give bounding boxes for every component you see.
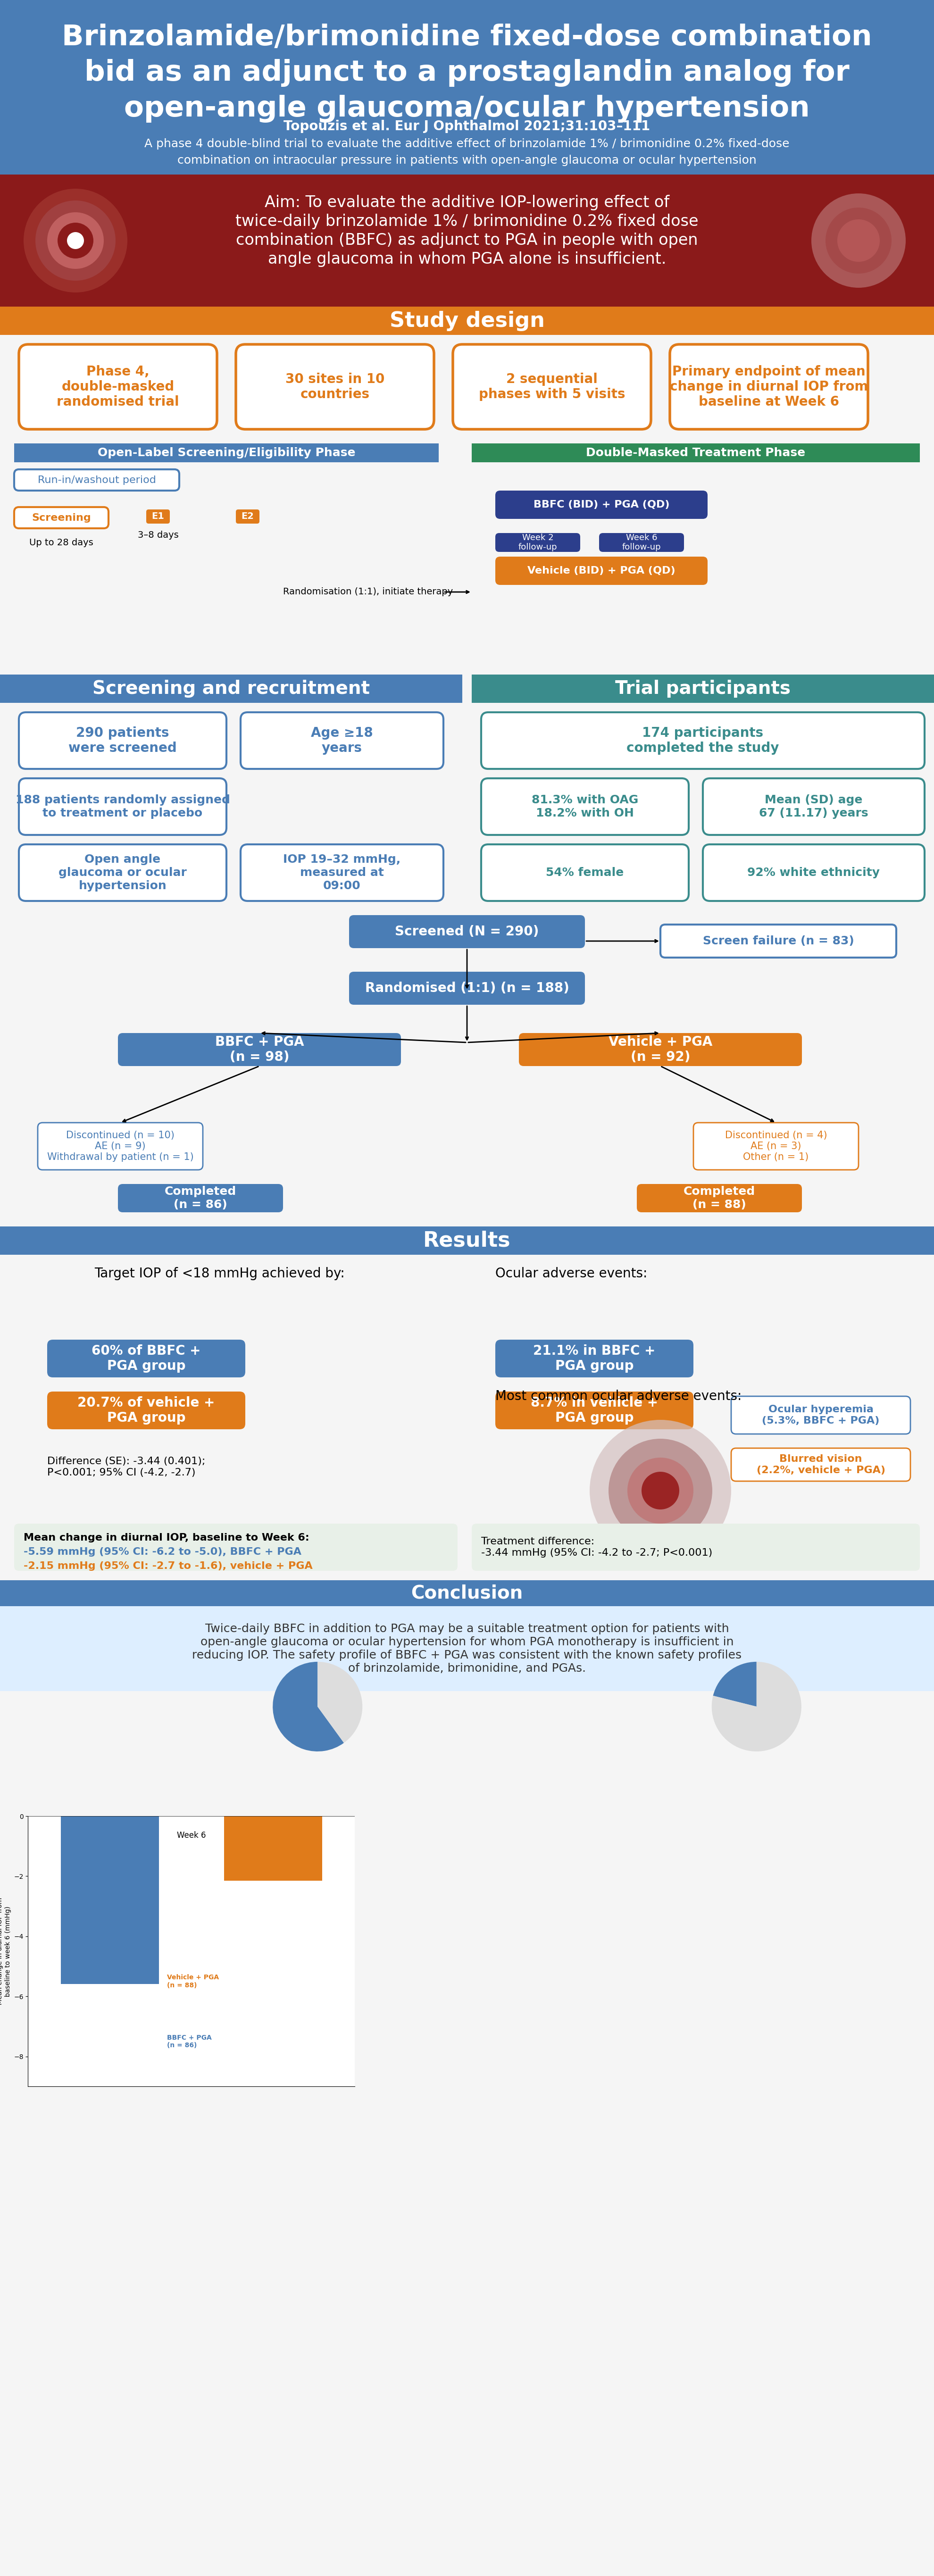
Text: Week 2
follow-up: Week 2 follow-up	[518, 533, 558, 551]
Text: Up to 28 days: Up to 28 days	[29, 538, 93, 546]
Text: E2: E2	[241, 513, 254, 520]
Text: Treatment difference:
-3.44 mmHg (95% CI: -4.2 to -2.7; P<0.001): Treatment difference: -3.44 mmHg (95% CI…	[481, 1538, 713, 1558]
FancyBboxPatch shape	[703, 778, 925, 835]
FancyBboxPatch shape	[349, 914, 585, 948]
Y-axis label: Mean change in diurnal IOP from
baseline to week 6 (mmHg): Mean change in diurnal IOP from baseline…	[0, 1899, 11, 2004]
Text: 188 patients randomly assigned
to treatment or placebo: 188 patients randomly assigned to treatm…	[15, 793, 230, 819]
Wedge shape	[713, 1662, 757, 1705]
Text: Study design: Study design	[389, 312, 545, 330]
FancyBboxPatch shape	[472, 1522, 920, 1571]
Text: -2.15 mmHg (95% CI: -2.7 to -1.6), vehicle + PGA: -2.15 mmHg (95% CI: -2.7 to -1.6), vehic…	[23, 1561, 313, 1571]
FancyBboxPatch shape	[670, 345, 868, 430]
FancyBboxPatch shape	[731, 1448, 911, 1481]
Text: -5.59: -5.59	[96, 1994, 123, 2002]
Text: 3–8 days: 3–8 days	[137, 531, 178, 541]
Text: IOP 19–32 mmHg,
measured at
09:00: IOP 19–32 mmHg, measured at 09:00	[283, 853, 401, 891]
Bar	[0, 175, 934, 307]
Text: 81.3% with OAG
18.2% with OH: 81.3% with OAG 18.2% with OH	[531, 793, 638, 819]
Text: Brinzolamide/brimonidine fixed-dose combination: Brinzolamide/brimonidine fixed-dose comb…	[62, 23, 872, 52]
Text: Ocular adverse events:: Ocular adverse events:	[495, 1267, 647, 1280]
Text: BBFC (BID) + PGA (QD): BBFC (BID) + PGA (QD)	[533, 500, 670, 510]
FancyBboxPatch shape	[48, 1391, 246, 1430]
Text: Screening: Screening	[32, 513, 91, 523]
Text: 21.1% in BBFC +
PGA group: 21.1% in BBFC + PGA group	[533, 1345, 656, 1373]
FancyBboxPatch shape	[48, 1340, 246, 1378]
Text: Screening and recruitment: Screening and recruitment	[92, 680, 370, 698]
Text: Primary endpoint of mean
change in diurnal IOP from
baseline at Week 6: Primary endpoint of mean change in diurn…	[670, 366, 868, 410]
Text: Most common ocular adverse events:: Most common ocular adverse events:	[495, 1388, 742, 1404]
Text: Screen failure (n = 83): Screen failure (n = 83)	[702, 935, 854, 948]
Text: Double-Masked Treatment Phase: Double-Masked Treatment Phase	[586, 448, 805, 459]
Text: Vehicle + PGA
(n = 88): Vehicle + PGA (n = 88)	[167, 1973, 219, 1989]
FancyBboxPatch shape	[118, 1033, 401, 1066]
Text: open-angle glaucoma/ocular hypertension: open-angle glaucoma/ocular hypertension	[124, 95, 810, 124]
Text: 8.7% in vehicle +
PGA group: 8.7% in vehicle + PGA group	[531, 1396, 658, 1425]
Text: Difference (SE): -3.44 (0.401);
P<0.001; 95% CI (-4.2, -2.7): Difference (SE): -3.44 (0.401); P<0.001;…	[48, 1458, 205, 1476]
Text: Randomisation (1:1), initiate therapy: Randomisation (1:1), initiate therapy	[283, 587, 453, 598]
Text: Blurred vision
(2.2%, vehicle + PGA): Blurred vision (2.2%, vehicle + PGA)	[757, 1455, 885, 1476]
FancyBboxPatch shape	[481, 778, 688, 835]
Text: Vehicle (BID) + PGA (QD): Vehicle (BID) + PGA (QD)	[528, 567, 675, 574]
Text: 174 participants
completed the study: 174 participants completed the study	[627, 726, 779, 755]
Text: Vehicle + PGA
(n = 92): Vehicle + PGA (n = 92)	[608, 1036, 713, 1064]
Circle shape	[35, 201, 116, 281]
FancyBboxPatch shape	[241, 845, 444, 902]
FancyBboxPatch shape	[14, 1522, 458, 1571]
Circle shape	[628, 1458, 693, 1522]
Text: Twice-daily BBFC in addition to PGA may be a suitable treatment option for patie: Twice-daily BBFC in addition to PGA may …	[192, 1623, 742, 1674]
Bar	[0, 1607, 934, 1690]
FancyBboxPatch shape	[495, 1391, 693, 1430]
Text: Mean (SD) age
67 (11.17) years: Mean (SD) age 67 (11.17) years	[759, 793, 869, 819]
Text: E1: E1	[151, 513, 164, 520]
Text: Aim: To evaluate the additive IOP-lowering effect of: Aim: To evaluate the additive IOP-loweri…	[264, 196, 670, 211]
Text: 30 sites in 10
countries: 30 sites in 10 countries	[285, 374, 385, 402]
Text: 60% of BBFC +
PGA group: 60% of BBFC + PGA group	[92, 1345, 201, 1373]
Circle shape	[23, 188, 127, 294]
Text: Open-Label Screening/Eligibility Phase: Open-Label Screening/Eligibility Phase	[97, 448, 355, 459]
Text: Ocular hyperemia
(5.3%, BBFC + PGA): Ocular hyperemia (5.3%, BBFC + PGA)	[762, 1404, 880, 1425]
Text: Trial participants: Trial participants	[616, 680, 790, 698]
Text: Screened (N = 290): Screened (N = 290)	[395, 925, 539, 938]
Bar	[0, 0, 934, 126]
Text: Phase 4,
double-masked
randomised trial: Phase 4, double-masked randomised trial	[57, 366, 179, 410]
Text: A phase 4 double-blind trial to evaluate the additive effect of brinzolamide 1% : A phase 4 double-blind trial to evaluate…	[145, 139, 789, 149]
Wedge shape	[712, 1662, 801, 1752]
Circle shape	[48, 211, 104, 268]
FancyBboxPatch shape	[147, 510, 170, 523]
Bar	[14, 443, 439, 461]
Text: Discontinued (n = 10)
AE (n = 9)
Withdrawal by patient (n = 1): Discontinued (n = 10) AE (n = 9) Withdra…	[47, 1131, 193, 1162]
Text: bid as an adjunct to a prostaglandin analog for: bid as an adjunct to a prostaglandin ana…	[84, 59, 850, 88]
Bar	[0, 1579, 934, 1607]
FancyBboxPatch shape	[14, 507, 108, 528]
Circle shape	[67, 232, 84, 250]
Bar	[224, 1816, 322, 1880]
Text: BBFC + PGA
(n = 86): BBFC + PGA (n = 86)	[167, 2035, 212, 2048]
FancyBboxPatch shape	[637, 1185, 802, 1213]
FancyBboxPatch shape	[519, 1033, 802, 1066]
FancyBboxPatch shape	[599, 533, 684, 551]
FancyBboxPatch shape	[481, 845, 688, 902]
FancyBboxPatch shape	[118, 1185, 283, 1213]
Text: 2 sequential
phases with 5 visits: 2 sequential phases with 5 visits	[478, 374, 625, 402]
Text: 290 patients
were screened: 290 patients were screened	[68, 726, 177, 755]
Text: twice-daily brinzolamide 1% / brimonidine 0.2% fixed dose: twice-daily brinzolamide 1% / brimonidin…	[235, 214, 699, 229]
FancyBboxPatch shape	[453, 345, 651, 430]
Wedge shape	[273, 1662, 344, 1752]
FancyBboxPatch shape	[495, 533, 580, 551]
Text: -5.59 mmHg (95% CI: -6.2 to -5.0), BBFC + PGA: -5.59 mmHg (95% CI: -6.2 to -5.0), BBFC …	[23, 1548, 302, 1556]
Text: Mean change in diurnal IOP, baseline to Week 6:: Mean change in diurnal IOP, baseline to …	[23, 1533, 309, 1543]
FancyBboxPatch shape	[731, 1396, 911, 1435]
Text: Randomised (1:1) (n = 188): Randomised (1:1) (n = 188)	[365, 981, 569, 994]
Text: Open angle
glaucoma or ocular
hypertension: Open angle glaucoma or ocular hypertensi…	[59, 853, 187, 891]
FancyBboxPatch shape	[349, 971, 585, 1005]
FancyBboxPatch shape	[241, 714, 444, 768]
Text: Week 6: Week 6	[177, 1832, 206, 1839]
FancyBboxPatch shape	[703, 845, 925, 902]
Circle shape	[837, 219, 880, 263]
FancyBboxPatch shape	[236, 345, 434, 430]
Text: Completed
(n = 86): Completed (n = 86)	[164, 1185, 236, 1211]
Text: Completed
(n = 88): Completed (n = 88)	[684, 1185, 756, 1211]
Text: angle glaucoma in whom PGA alone is insufficient.: angle glaucoma in whom PGA alone is insu…	[268, 252, 666, 268]
Text: Discontinued (n = 4)
AE (n = 3)
Other (n = 1): Discontinued (n = 4) AE (n = 3) Other (n…	[725, 1131, 828, 1162]
FancyBboxPatch shape	[14, 469, 179, 489]
